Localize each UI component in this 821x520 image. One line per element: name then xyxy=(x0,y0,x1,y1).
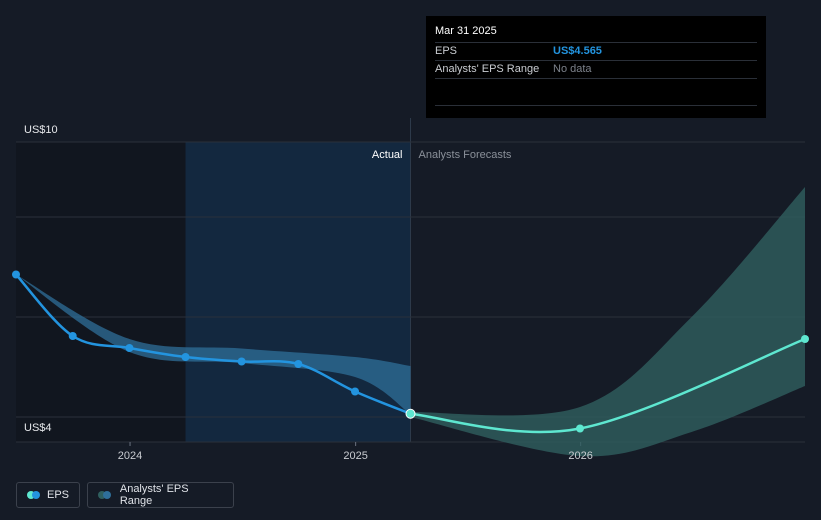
y-tick-label-1: US$4 xyxy=(24,422,52,434)
eps-point-5 xyxy=(294,360,303,368)
eps-point-3 xyxy=(181,353,190,361)
eps-legend-icon xyxy=(27,491,40,499)
eps-point-2 xyxy=(125,344,134,352)
tooltip-date: Mar 31 2025 xyxy=(435,24,757,43)
tooltip-eps-row: EPS US$4.565 xyxy=(435,43,757,61)
tooltip-eps-value: US$4.565 xyxy=(553,45,602,57)
eps-point-6 xyxy=(351,387,360,396)
tooltip-eps-label: EPS xyxy=(435,45,458,57)
tooltip-range-value: No data xyxy=(553,63,592,75)
legend-eps-button[interactable]: EPS xyxy=(16,482,80,508)
x-tick-label-2: 2026 xyxy=(568,450,592,462)
tooltip: Mar 31 2025 EPS US$4.565 Analysts' EPS R… xyxy=(426,16,766,118)
range-legend-icon xyxy=(98,491,112,499)
y-tick-label-0: US$10 xyxy=(24,124,58,136)
eps-point-0 xyxy=(12,270,20,279)
forecast-label: Analysts Forecasts xyxy=(419,149,512,161)
forecast-point-2 xyxy=(801,335,809,343)
tooltip-spacer xyxy=(435,79,757,106)
actual-label: Actual xyxy=(372,149,403,161)
eps-point-7 xyxy=(405,408,416,419)
eps-point-1 xyxy=(68,332,77,340)
past-region xyxy=(16,142,186,442)
tooltip-range-label: Analysts' EPS Range xyxy=(435,63,540,75)
x-tick-label-1: 2025 xyxy=(343,450,367,462)
x-tick-label-0: 2024 xyxy=(118,450,142,462)
eps-point-4 xyxy=(237,357,246,366)
eps-range-band-forecast xyxy=(410,187,805,457)
legend-eps-label: EPS xyxy=(46,489,69,501)
legend-range-label: Analysts' EPS Range xyxy=(119,483,189,507)
forecast-point-1 xyxy=(576,424,585,433)
legend-range-button[interactable]: Analysts' EPS Range xyxy=(87,482,234,508)
actual-region xyxy=(185,142,411,442)
tooltip-range-row: Analysts' EPS Range No data xyxy=(435,61,757,79)
